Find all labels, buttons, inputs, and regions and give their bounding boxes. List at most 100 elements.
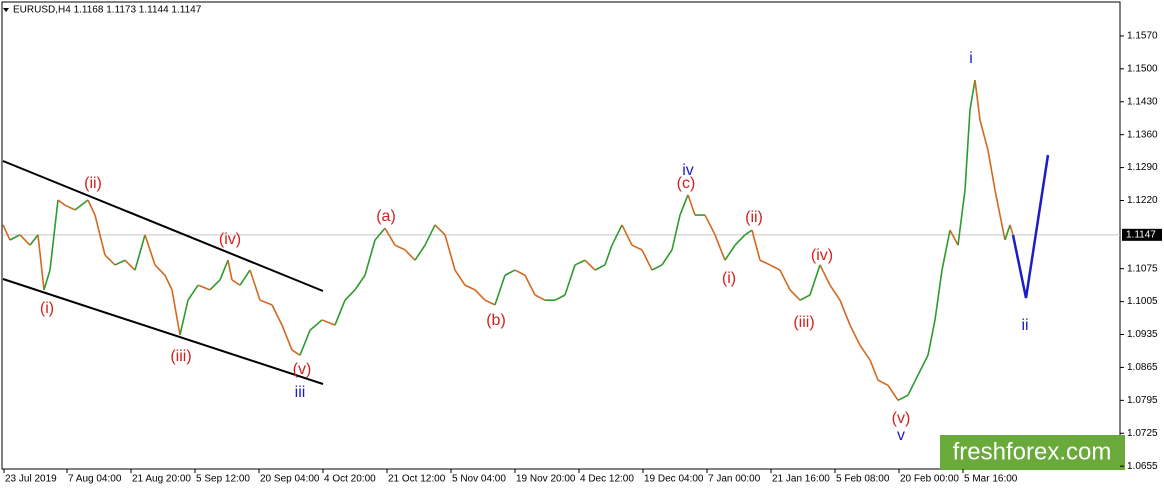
price-segment: [187, 284, 199, 301]
wave-label: iii: [295, 384, 306, 401]
y-tick-label: 1.0655: [1127, 461, 1158, 472]
wave-label: (iii): [170, 348, 191, 365]
price-segment: [514, 269, 526, 276]
y-tick-label: 1.0865: [1127, 362, 1158, 373]
x-tick-label: 5 Nov 04:00: [452, 474, 506, 485]
price-segment: [197, 284, 211, 291]
x-tick-label: 21 Jan 16:00: [772, 474, 830, 485]
price-segment: [687, 194, 696, 216]
y-tick-label: 1.1290: [1127, 162, 1158, 173]
price-segment: [164, 274, 173, 291]
price-segment: [1009, 224, 1014, 236]
price-segment: [171, 289, 181, 336]
price-segment: [969, 79, 976, 110]
wave-label: ii: [1021, 317, 1028, 334]
x-tick-label: 7 Aug 04:00: [68, 474, 122, 485]
wave-label: i: [969, 50, 973, 67]
price-segment: [999, 214, 1006, 241]
y-tick-label: 1.1005: [1127, 296, 1158, 307]
wave-label: (ii): [745, 209, 763, 226]
price-box: [1122, 228, 1162, 241]
price-segment: [259, 299, 273, 306]
wave-labels: (i) (ii) (iii) (iv) (v) iii (a) (b) (c) …: [40, 50, 1029, 444]
price-segment: [554, 294, 566, 301]
y-tick-label: 1.1075: [1127, 263, 1158, 274]
price-segment: [897, 394, 909, 402]
price-segment: [941, 229, 951, 271]
price-segment: [974, 80, 981, 121]
wave-label: (v): [293, 361, 312, 378]
y-tick-label: 1.1360: [1127, 129, 1158, 140]
price-segment: [239, 269, 251, 286]
price-segment: [611, 224, 623, 246]
x-tick-label: 7 Jan 00:00: [708, 474, 761, 485]
price-segment: [434, 224, 446, 236]
chart-title: EURUSD,H4 1.1168 1.1173 1.1144 1.1147: [13, 5, 202, 16]
price-segment: [19, 234, 31, 246]
price-segment: [9, 234, 21, 241]
x-tick-label: 5 Sep 12:00: [196, 474, 250, 485]
price-segment: [799, 294, 811, 301]
price-label: 1.1147: [1126, 229, 1156, 240]
watermark: freshforex.com: [953, 438, 1112, 465]
price-segment: [679, 194, 689, 216]
price-segment: [364, 239, 376, 276]
price-segment: [114, 259, 126, 266]
price-segment: [2, 224, 11, 241]
price-segment: [374, 227, 386, 241]
price-segment: [179, 300, 189, 336]
x-tick-label: 5 Feb 08:00: [836, 474, 890, 485]
price-segment: [394, 244, 406, 251]
wave-label: (i): [40, 300, 54, 317]
x-tick-label: 5 Mar 16:00: [964, 474, 1018, 485]
price-segment: [291, 349, 301, 356]
x-tick-label: 20 Feb 00:00: [900, 474, 959, 485]
watermark-box: [940, 435, 1125, 470]
price-segment: [789, 289, 801, 301]
price-segment: [424, 224, 436, 246]
y-tick-label: 1.1430: [1127, 96, 1158, 107]
price-segment: [414, 244, 426, 261]
price-segment: [594, 264, 606, 271]
wave-label: (iii): [793, 314, 814, 331]
price-segment: [849, 324, 861, 346]
price-segment: [994, 189, 1001, 216]
price-segment: [979, 119, 989, 151]
price-segment: [49, 199, 59, 271]
price-segment: [759, 259, 771, 266]
price-segment: [744, 229, 753, 236]
wave-label: v: [897, 427, 905, 444]
price-segment: [769, 264, 781, 271]
y-tick-label: 1.0725: [1127, 428, 1158, 439]
price-segment: [474, 289, 486, 301]
plot-frame: [1, 1, 1121, 470]
wave-label: (a): [376, 208, 396, 225]
price-segment: [444, 234, 456, 271]
price-segment: [231, 279, 241, 286]
price-segment: [354, 274, 366, 291]
price-segment: [43, 269, 51, 291]
y-tick-label: 1.0795: [1127, 395, 1158, 406]
price-segment: [144, 234, 156, 266]
price-segment: [839, 299, 851, 326]
price-segment: [321, 319, 336, 326]
x-tick-label: 20 Sep 04:00: [260, 474, 320, 485]
y-tick-label: 1.1570: [1127, 31, 1158, 42]
channel-line: [2, 278, 324, 385]
price-segment: [907, 374, 919, 396]
x-tick-label: 19 Dec 04:00: [644, 474, 704, 485]
wave-label: iv: [682, 162, 694, 179]
price-segment: [344, 289, 356, 301]
price-segment: [651, 264, 663, 271]
price-segment: [734, 234, 746, 246]
wave-label: (ii): [84, 175, 102, 192]
price-segment: [209, 279, 221, 291]
price-segment: [621, 224, 633, 246]
price-segment: [271, 304, 283, 326]
x-tick-label: 19 Nov 20:00: [516, 474, 576, 485]
price-segment: [574, 259, 586, 266]
wave-label: (b): [486, 312, 506, 329]
price-segment: [299, 329, 311, 356]
